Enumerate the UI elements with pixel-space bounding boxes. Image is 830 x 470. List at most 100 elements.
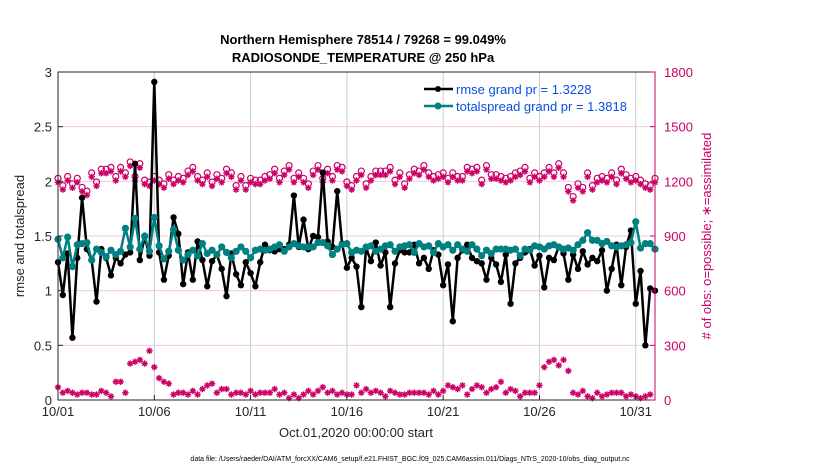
- obs-assimilated-point: [444, 382, 452, 389]
- obs-assimilated-point: [276, 391, 283, 398]
- obs-assimilated-point: [372, 387, 379, 395]
- obs-assimilated-point: [415, 389, 423, 396]
- totalspread-point: [198, 240, 207, 248]
- rmse-point: [512, 260, 519, 267]
- obs-assimilated-marker: [358, 171, 365, 179]
- obs-assimilated-point: [93, 391, 100, 398]
- rmse-point: [425, 265, 432, 272]
- obs-assimilated-marker: [613, 180, 620, 188]
- legend-rmse-label: rmse grand pr = 1.3228: [456, 82, 592, 97]
- rmse-point: [204, 283, 211, 290]
- totalspread-point: [569, 246, 577, 254]
- rmse-point: [257, 259, 264, 266]
- obs-assimilated-marker: [589, 186, 596, 193]
- obs-assimilated-marker: [367, 177, 375, 184]
- obs-assimilated-marker: [102, 170, 110, 177]
- obs-assimilated-marker: [83, 191, 91, 199]
- obs-assimilated-marker: [353, 177, 360, 184]
- obs-assimilated-marker: [377, 171, 384, 179]
- obs-assimilated-marker: [526, 179, 534, 186]
- rmse-point: [232, 271, 240, 278]
- obs-assimilated-marker: [261, 177, 269, 184]
- rmse-point: [122, 251, 129, 258]
- obs-assimilated-marker: [184, 171, 192, 179]
- totalspread-point: [410, 248, 418, 256]
- rmse-point: [175, 230, 182, 238]
- totalspread-point: [116, 247, 125, 255]
- rmse-point: [242, 259, 249, 266]
- obs-assimilated-point: [382, 393, 389, 400]
- obs-assimilated-point: [387, 387, 394, 395]
- rmse-point: [637, 267, 644, 275]
- obs-assimilated-marker: [348, 186, 355, 193]
- obs-assimilated-point: [362, 385, 370, 393]
- totalspread-point: [174, 246, 182, 254]
- totalspread-point: [473, 245, 481, 253]
- x-axis-label: Oct.01,2020 00:00:00 start: [279, 425, 433, 440]
- totalspread-point: [309, 243, 317, 251]
- obs-assimilated-marker: [107, 168, 115, 175]
- x-tick-label: 10/11: [235, 404, 267, 419]
- rmse-point: [550, 256, 558, 264]
- rmse-point: [358, 303, 365, 311]
- legend-spread-label: totalspread grand pr = 1.3818: [456, 99, 627, 114]
- totalspread-point: [97, 248, 105, 256]
- rmse-point: [415, 260, 423, 267]
- obs-assimilated-point: [473, 382, 481, 389]
- y2-tick-label: 300: [664, 338, 686, 353]
- rmse-point: [247, 269, 254, 277]
- obs-assimilated-point: [69, 389, 76, 396]
- rmse-point: [237, 282, 245, 289]
- totalspread-point: [627, 238, 635, 247]
- y-axis-label: rmse and totalspread: [12, 175, 27, 297]
- obs-assimilated-marker: [459, 177, 466, 184]
- totalspread-point: [579, 236, 587, 244]
- obs-assimilated-point: [555, 362, 562, 369]
- obs-assimilated-point: [300, 391, 307, 398]
- totalspread-point: [357, 247, 365, 255]
- obs-assimilated-point: [242, 391, 249, 398]
- obs-assimilated-point: [151, 364, 158, 371]
- rmse-point: [387, 303, 394, 311]
- obs-assimilated-marker: [204, 173, 211, 181]
- rmse-point: [454, 254, 461, 262]
- obs-assimilated-marker: [228, 173, 235, 181]
- rmse-point: [343, 264, 351, 271]
- obs-assimilated-marker: [266, 175, 274, 182]
- totalspread-point: [68, 263, 77, 271]
- obs-assimilated-marker: [170, 180, 177, 188]
- obs-assimilated-marker: [483, 166, 490, 173]
- obs-assimilated-point: [435, 391, 442, 398]
- obs-assimilated-point: [117, 378, 124, 385]
- rmse-point: [483, 276, 490, 283]
- x-tick-label: 10/26: [523, 404, 556, 419]
- obs-assimilated-point: [107, 393, 115, 400]
- obs-assimilated-point: [199, 385, 206, 393]
- obs-assimilated-marker: [468, 170, 476, 177]
- totalspread-point: [632, 218, 640, 226]
- rmse-point: [319, 169, 326, 176]
- totalspread-point: [213, 250, 221, 259]
- totalspread-point: [83, 238, 91, 247]
- rmse-point: [584, 261, 591, 268]
- obs-assimilated-point: [459, 382, 466, 389]
- obs-assimilated-point: [531, 389, 538, 396]
- obs-assimilated-marker: [569, 197, 577, 204]
- obs-assimilated-marker: [507, 177, 514, 184]
- obs-assimilated-point: [223, 385, 230, 393]
- obs-assimilated-point: [512, 387, 519, 395]
- obs-assimilated-marker: [550, 173, 558, 181]
- obs-assimilated-marker: [329, 177, 336, 184]
- totalspread-point: [516, 252, 524, 260]
- obs-assimilated-marker: [257, 180, 264, 188]
- rmse-point: [478, 260, 485, 267]
- obs-assimilated-point: [309, 391, 317, 398]
- series-layer: [54, 78, 659, 402]
- obs-assimilated-point: [353, 382, 360, 389]
- totalspread-point: [511, 245, 519, 253]
- totalspread-point: [121, 224, 130, 232]
- rmse-point: [309, 232, 317, 240]
- rmse-point: [290, 192, 298, 199]
- obs-assimilated-point: [228, 391, 235, 398]
- obs-assimilated-marker: [521, 168, 529, 175]
